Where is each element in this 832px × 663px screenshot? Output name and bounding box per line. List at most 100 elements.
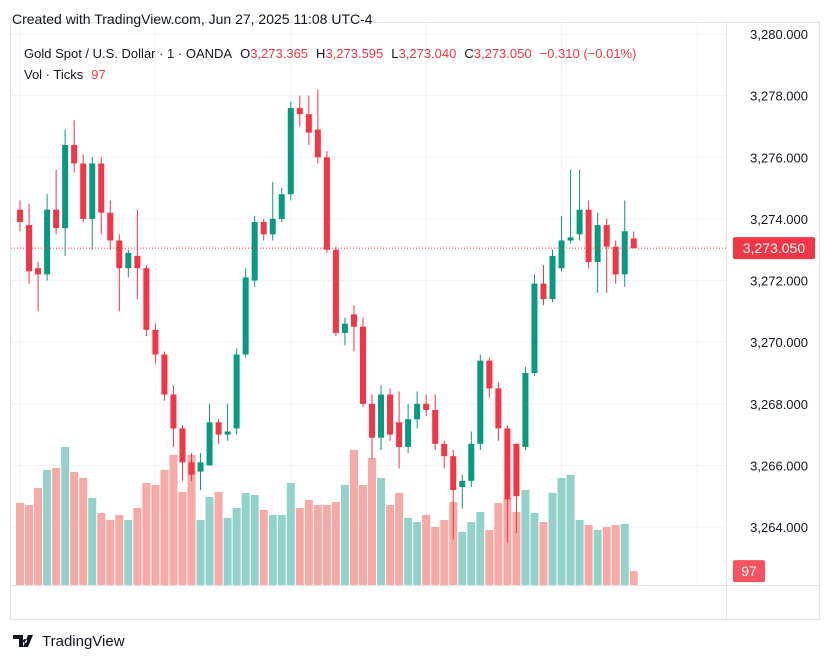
candle-body: [468, 443, 475, 481]
volume-bar: [539, 521, 548, 585]
legend-value: 3,273.595: [325, 46, 383, 61]
price-axis: 3,264.000 3,266.000 3,268.000 3,270.000 3,27…: [750, 27, 808, 535]
volume-bar: [521, 489, 530, 585]
candle-body: [450, 456, 457, 491]
volume-bar: [61, 446, 70, 585]
volume-bar: [584, 524, 593, 585]
volume-bar: [34, 487, 43, 585]
candle-body: [314, 129, 321, 158]
candle-body: [152, 329, 159, 355]
footer: TradingView: [42, 633, 125, 650]
volume-bar: [404, 517, 413, 585]
volume-bar: [620, 523, 629, 585]
volume-bar: [611, 524, 620, 585]
y-tick-label: 3,274.000: [750, 212, 808, 227]
candle-body: [423, 403, 430, 410]
candle-body: [233, 354, 240, 429]
candle-body: [323, 157, 330, 250]
candle-body: [387, 394, 394, 435]
volume-bar: [169, 454, 178, 585]
legend-key: H: [316, 46, 325, 61]
candle-body: [80, 163, 87, 219]
volume-value: 97: [91, 67, 105, 82]
candle-body: [585, 209, 592, 263]
volume-bar: [205, 496, 214, 585]
candle-body: [125, 252, 132, 269]
candle-body: [53, 209, 60, 229]
volume-bar: [575, 519, 584, 585]
candle-body: [35, 268, 42, 275]
candle-body: [630, 238, 637, 249]
candle-body: [161, 354, 168, 395]
legend-value: 3,273.040: [399, 46, 457, 61]
volume-bar: [196, 519, 205, 585]
logo: TradingView: [13, 633, 125, 650]
candle-body: [477, 360, 484, 444]
volume-bar: [286, 482, 295, 585]
candle-body: [89, 163, 96, 219]
candle-body: [603, 225, 610, 247]
last-price-box: [733, 237, 815, 260]
volume-bar: [277, 514, 286, 585]
candles: [11, 89, 726, 543]
volume-bar: [476, 511, 485, 585]
last-price-label: 3,273.050: [743, 240, 805, 256]
legend-value: 3,273.050: [474, 46, 532, 61]
candle-body: [305, 114, 312, 133]
volume-bar: [295, 507, 304, 585]
candle-body: [378, 394, 385, 438]
candle-body: [107, 212, 114, 241]
candle-body: [296, 107, 303, 115]
candle-body: [540, 283, 547, 300]
volume-bar: [377, 477, 386, 585]
volume-bar: [548, 492, 557, 585]
candle-body: [206, 422, 213, 466]
volume-bar: [232, 507, 241, 585]
logo-mark: [13, 635, 33, 647]
volume-bar: [97, 512, 106, 585]
candle-body: [359, 326, 366, 404]
candle-body: [170, 394, 177, 429]
candle-body: [486, 360, 493, 389]
volume-bar: [52, 467, 61, 585]
candle-body: [369, 403, 376, 438]
candle-body: [549, 255, 556, 300]
volume-bar: [124, 519, 133, 585]
y-tick-label: 3,268.000: [750, 397, 808, 412]
header: Created with TradingView.com, Jun 27, 20…: [12, 11, 373, 27]
candle-body: [621, 231, 628, 275]
candle-body: [504, 428, 511, 500]
volume-bar: [268, 514, 277, 585]
volume-bar: [358, 484, 367, 585]
volume-bar: [593, 529, 602, 585]
volume-bar: [160, 469, 169, 585]
volume-bar: [368, 457, 377, 585]
candle-body: [576, 209, 583, 235]
volume-bar: [25, 504, 34, 585]
candle-body: [62, 144, 69, 229]
y-tick-label: 3,272.000: [750, 274, 808, 289]
volume-bar: [467, 521, 476, 585]
volume-bar: [223, 517, 232, 585]
last-volume-label: 97: [741, 563, 757, 579]
volume-pane: [16, 446, 638, 585]
candle-body: [134, 255, 141, 269]
candle-body: [143, 268, 150, 330]
volume-bar: [386, 504, 395, 585]
candle-body: [432, 409, 439, 444]
candle-body: [116, 240, 123, 269]
y-tick-label: 3,270.000: [750, 335, 808, 350]
volume-bar: [413, 521, 422, 585]
y-tick-label: 3,264.000: [750, 520, 808, 535]
candle-body: [350, 314, 357, 327]
last-volume-box: [733, 560, 765, 583]
y-tick-label: 3,278.000: [750, 89, 808, 104]
candle-body: [522, 372, 529, 447]
y-tick-label: 3,276.000: [750, 150, 808, 165]
candle-body: [98, 163, 105, 213]
frame: [10, 22, 820, 620]
volume-bar: [214, 491, 223, 585]
volume-bar: [566, 474, 575, 585]
